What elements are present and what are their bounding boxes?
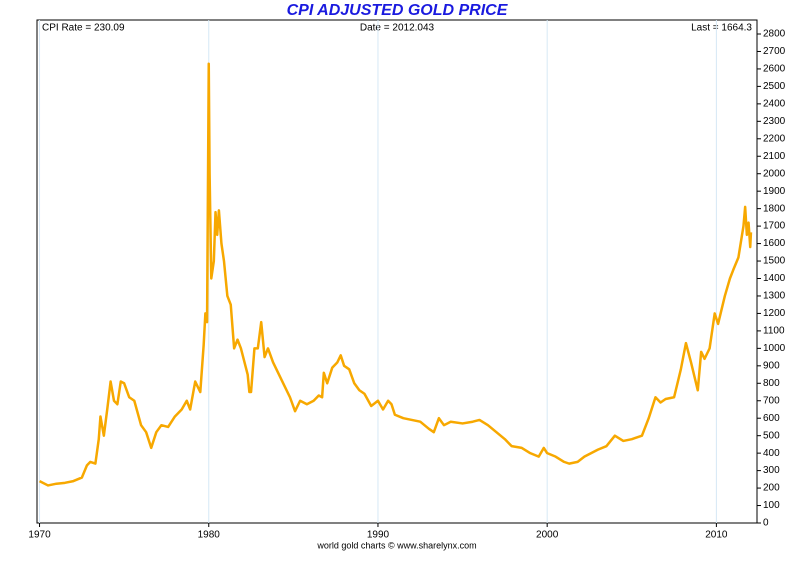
x-tick-label: 2000 xyxy=(536,530,559,541)
footer: world gold charts © www.sharelynx.com xyxy=(316,540,476,550)
y-tick-label: 1900 xyxy=(763,186,786,197)
y-tick-label: 1300 xyxy=(763,291,786,302)
plot-frame xyxy=(36,19,758,524)
y-tick-label: 200 xyxy=(763,483,780,494)
y-tick-label: 2800 xyxy=(763,29,786,40)
y-tick-label: 2300 xyxy=(763,116,786,127)
price-line xyxy=(38,62,753,487)
y-tick-label: 1400 xyxy=(763,273,786,284)
y-tick-label: 1000 xyxy=(763,343,786,354)
y-tick-label: 500 xyxy=(763,430,780,441)
x-tick-label: 1980 xyxy=(198,530,221,541)
x-tick-label: 2010 xyxy=(705,530,728,541)
y-tick-label: 2100 xyxy=(763,151,786,162)
y-tick-label: 1700 xyxy=(763,221,786,232)
y-tick-label: 600 xyxy=(763,413,780,424)
y-tick-label: 700 xyxy=(763,395,780,406)
y-tick-label: 900 xyxy=(763,360,780,371)
y-tick-label: 300 xyxy=(763,465,780,476)
y-tick-label: 2500 xyxy=(763,81,786,92)
y-tick-label: 800 xyxy=(763,378,780,389)
annotation: Date = 2012.043 xyxy=(360,23,435,34)
y-tick-label: 400 xyxy=(763,448,780,459)
y-tick-label: 1600 xyxy=(763,238,786,249)
y-tick-label: 1200 xyxy=(763,308,786,319)
y-tick-label: 2600 xyxy=(763,64,786,75)
y-tick-label: 2700 xyxy=(763,46,786,57)
annotation: Last = 1664.3 xyxy=(691,23,752,34)
y-tick-label: 2000 xyxy=(763,168,786,179)
y-tick-label: 1500 xyxy=(763,256,786,267)
y-tick-label: 2400 xyxy=(763,98,786,109)
y-tick-label: 0 xyxy=(763,518,769,529)
y-tick-label: 100 xyxy=(763,500,780,511)
x-tick-label: 1970 xyxy=(28,530,51,541)
chart-title: CPI ADJUSTED GOLD PRICE xyxy=(287,2,509,19)
y-tick-label: 2200 xyxy=(763,133,786,144)
annotation: CPI Rate = 230.09 xyxy=(42,23,125,34)
y-tick-label: 1100 xyxy=(763,326,785,337)
x-tick-label: 1990 xyxy=(367,530,390,541)
y-tick-label: 1800 xyxy=(763,203,786,214)
